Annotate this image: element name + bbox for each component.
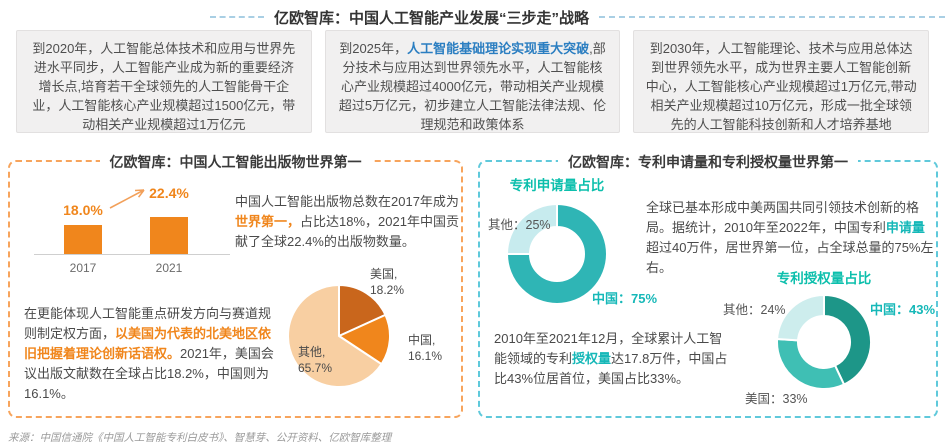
para2-text: 在更能体现人工智能重点研发方向与赛道规则制定权方面，: [24, 306, 272, 341]
bar-value-2017: 18.0%: [63, 202, 103, 218]
strategy-2020-text: 到2020年，人工智能总体技术和应用与世界先进水平同步，人工智能产业成为新的重要…: [32, 41, 296, 132]
patents-para1-text: 全球已基本形成中美两国共同引领技术创新的格局。据统计，2010年至2022年，中…: [646, 200, 920, 235]
main-header: 亿欧智库：中国人工智能产业发展“三步走”战略: [0, 7, 945, 27]
patent_grants_donut-slice-中国: [823, 294, 872, 386]
applications-label-other: 其他：25%: [488, 218, 551, 232]
publications_pie-slice-美国: [338, 284, 387, 337]
strategy-box-2025: 到2025年，人工智能基础理论实现重大突破,部分技术与应用达到世界领先水平，人工…: [324, 30, 621, 133]
publications-panel: 亿欧智库：中国人工智能出版物世界第一 18.0% 22.4% 2017 2021…: [8, 152, 463, 418]
applications-label-china: 中国：75%: [592, 291, 658, 306]
patent_applications_donut-slice-中国: [506, 203, 608, 305]
patents-paragraph-1: 全球已基本形成中美两国共同引领技术创新的格局。据统计，2010年至2022年，中…: [646, 198, 934, 278]
grants-donut-chart: [776, 294, 872, 390]
growth-arrow-icon: [109, 189, 145, 209]
bar-chart-axis: [34, 254, 230, 255]
patents-para2-text: 2010年至2021年12月，全球累计人工智能领域的专利: [494, 331, 723, 366]
pie-label-other-name: 其他,: [298, 345, 326, 359]
grants-label-china: 中国：43%: [870, 302, 936, 317]
pie-label-usa-name: 美国,: [370, 267, 398, 281]
header-dash-left: [210, 16, 264, 18]
patents-para2-highlight: 授权量: [572, 351, 612, 366]
strategy-box-2030: 到2030年，人工智能理论、技术与应用总体达到世界领先水平，成为世界主要人工智能…: [633, 30, 930, 133]
bar-value-2021: 22.4%: [149, 185, 189, 201]
pie-label-china-name: 中国,: [408, 333, 436, 347]
pie-label-other: 其他, 65.7%: [298, 344, 332, 376]
publications-bar-chart: 18.0% 22.4% 2017 2021: [10, 162, 235, 282]
pie-label-china: 中国, 16.1%: [408, 332, 442, 364]
grants-donut-title: 专利授权量占比: [776, 271, 872, 286]
patent_applications_donut-slice-其他: [506, 203, 558, 255]
strategy-box-2020: 到2020年，人工智能总体技术和应用与世界先进水平同步，人工智能产业成为新的重要…: [16, 30, 312, 133]
grants-label-other: 其他：24%: [723, 303, 786, 317]
patents-paragraph-2: 2010年至2021年12月，全球累计人工智能领域的专利授权量达17.8万件，中…: [494, 329, 729, 389]
publications-panel-title: 亿欧智库：中国人工智能出版物世界第一: [99, 152, 372, 172]
publications_pie-slice-其他: [287, 284, 383, 388]
patent_grants_donut-slice-其他: [776, 294, 825, 342]
strategy-2030-text: 到2030年，人工智能理论、技术与应用总体达到世界领先水平，成为世界主要人工智能…: [645, 41, 917, 132]
para1-text-post: 占比达18%，2021年中国贡献了全球22.4%的出版物数量。: [235, 214, 459, 249]
strategy-2025-text: 到2025年，: [339, 41, 408, 56]
page-title: 亿欧智库：中国人工智能产业发展“三步走”战略: [274, 9, 590, 27]
patent_grants_donut-slice-美国: [776, 338, 846, 390]
para2-text-post: 2021年，美国会议出版文献数在全球占比18.2%，中国则为16.1%。: [24, 346, 274, 401]
patents-panel-title: 亿欧智库：专利申请量和专利授权量世界第一: [558, 152, 858, 172]
pie-label-usa: 美国, 18.2%: [370, 266, 404, 298]
patents-para1-text-post: 超过40万件，居世界第一位，占全球总量的75%左右。: [646, 240, 934, 275]
pie-label-other-value: 65.7%: [298, 361, 333, 375]
patents-para2-text-post: 达17.8万件，中国占比43%位居首位，美国占比33%。: [494, 351, 728, 386]
publications-paragraph-1: 中国人工智能出版物总数在2017年成为世界第一，占比达18%，2021年中国贡献…: [235, 192, 463, 252]
source-note: 来源：中国信通院《中国人工智能专利白皮书》、智慧芽、公开资料、亿欧智库整理: [8, 432, 392, 444]
strategy-boxes-row: 到2020年，人工智能总体技术和应用与世界先进水平同步，人工智能产业成为新的重要…: [16, 30, 930, 133]
bars-container: [38, 162, 228, 254]
strategy-2025-text-post: ,部分技术与应用达到世界领先水平，人工智能核心产业规模超过4000亿元，带动相关…: [338, 41, 607, 132]
header-dash-right: [599, 16, 945, 18]
applications-donut-chart: [506, 203, 608, 305]
applications-donut-title: 专利申请量占比: [509, 178, 605, 193]
grants-label-usa: 美国：33%: [745, 392, 808, 406]
para1-highlight: 世界第一，: [235, 214, 301, 229]
patents-panel: 亿欧智库：专利申请量和专利授权量世界第一 专利申请量占比 其他：25% 中国：7…: [478, 152, 938, 418]
publications-pie-chart: [287, 284, 391, 388]
para1-text: 中国人工智能出版物总数在2017年成为: [235, 194, 459, 209]
bar-2021: [150, 217, 188, 254]
bar-label-2021: 2021: [155, 261, 183, 275]
bar-label-2017: 2017: [69, 261, 97, 275]
pie-label-china-value: 16.1%: [408, 349, 443, 363]
para2-highlight: 以美国为代表的北美地区依旧把握着理论创新话语权。: [24, 326, 272, 361]
strategy-2025-highlight: 人工智能基础理论实现重大突破: [407, 41, 590, 56]
bar-2017: [64, 224, 102, 254]
publications-paragraph-2: 在更能体现人工智能重点研发方向与赛道规则制定权方面，以美国为代表的北美地区依旧把…: [24, 304, 274, 404]
pie-label-usa-value: 18.2%: [370, 283, 405, 297]
patents-para1-highlight: 申请量: [885, 220, 925, 235]
